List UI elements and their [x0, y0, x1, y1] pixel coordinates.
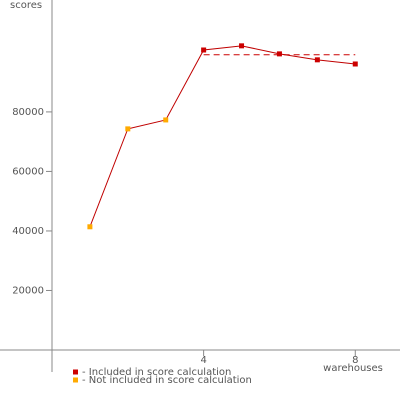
data-point [314, 57, 320, 63]
y-tick-label: 80000 [12, 107, 44, 118]
data-point [239, 43, 245, 49]
legend-marker [73, 377, 78, 383]
y-tick-label: 40000 [12, 226, 44, 237]
legend-label: - Included in score calculation [82, 367, 231, 378]
data-point [201, 47, 207, 53]
x-tick-label: 8 [352, 355, 358, 366]
y-tick-label: 20000 [12, 285, 44, 296]
data-line [89, 45, 356, 227]
y-axis-label: scores [10, 0, 42, 11]
data-point [125, 126, 131, 132]
data-point [87, 224, 93, 230]
x-axis-label: warehouses [323, 363, 383, 374]
legend-marker [73, 369, 78, 375]
data-point [352, 61, 358, 67]
legend-label: - Not included in score calculation [82, 375, 252, 386]
x-tick-label: 4 [200, 355, 206, 366]
y-tick-label: 60000 [12, 166, 44, 177]
data-point [276, 51, 282, 57]
data-point [163, 117, 169, 123]
